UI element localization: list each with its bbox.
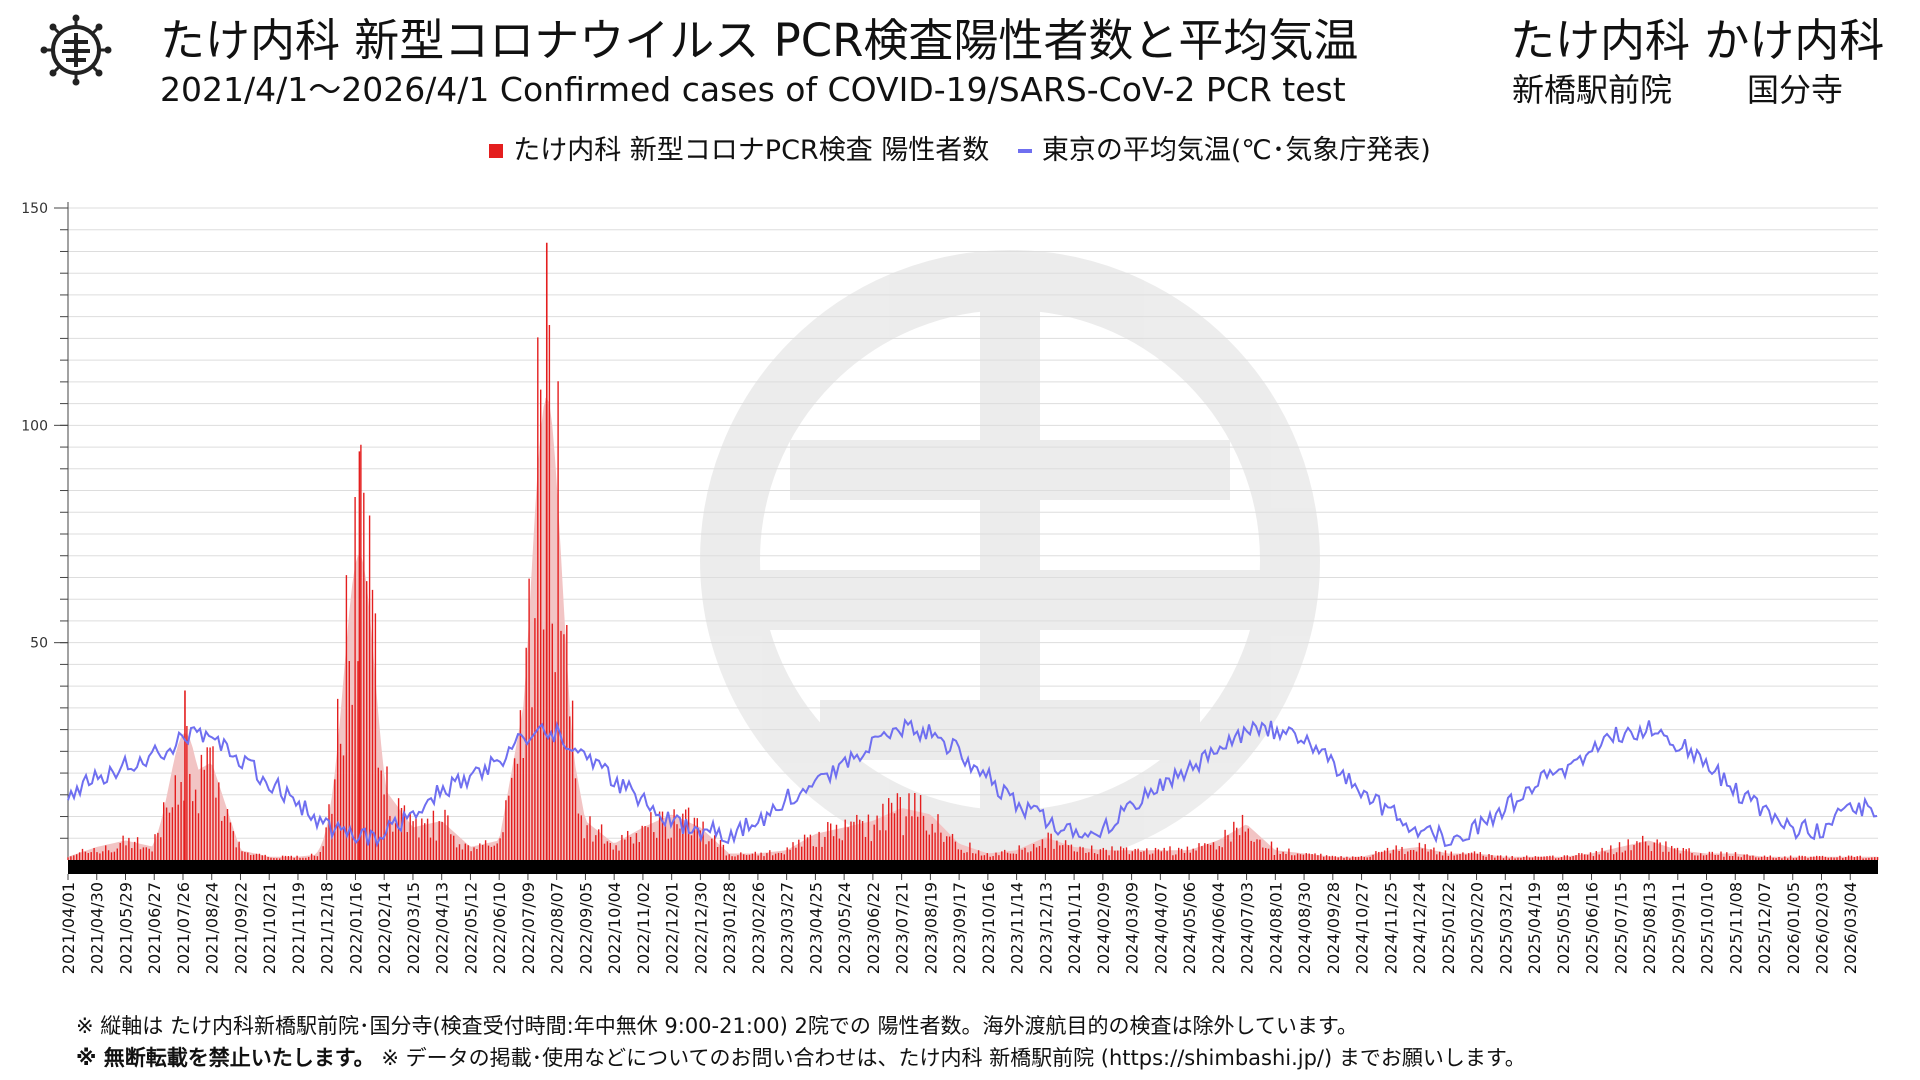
x-tick-label: 2021/06/27: [145, 882, 164, 974]
x-tick-label: 2021/11/19: [289, 882, 308, 974]
chart-title: たけ内科 新型コロナウイルス PCR検査陽性者数と平均気温: [160, 14, 1359, 67]
x-tick-label: 2023/10/16: [979, 882, 998, 974]
x-tick-label: 2025/11/08: [1726, 882, 1745, 974]
x-tick-label: 2024/03/09: [1123, 882, 1142, 974]
x-tick-label: 2025/09/11: [1669, 882, 1688, 974]
x-tick-label: 2024/04/07: [1151, 882, 1170, 974]
branch-shimbashi: 新橋駅前院: [1512, 71, 1673, 109]
x-tick-label: 2024/08/30: [1295, 882, 1314, 974]
footer-notes: ※ 縦軸は たけ内科新橋駅前院･国分寺(検査受付時間:年中無休 9:00-21:…: [76, 1010, 1526, 1074]
y-tick-label: 100: [21, 418, 48, 434]
x-tick-label: 2024/10/27: [1353, 882, 1372, 974]
x-tick-label: 2026/02/03: [1812, 882, 1831, 974]
x-tick-label: 2025/08/13: [1640, 882, 1659, 974]
x-tick-label: 2025/12/07: [1755, 882, 1774, 974]
x-tick-label: 2025/05/18: [1554, 882, 1573, 974]
clinic-name: たけ内科 かけ内科: [1510, 14, 1885, 67]
x-tick-label: 2023/12/13: [1036, 882, 1055, 974]
x-tick-label: 2024/08/01: [1266, 882, 1285, 974]
x-tick-label: 2022/04/13: [433, 882, 452, 974]
x-tick-label: 2023/08/19: [921, 882, 940, 974]
legend-label-temperature: 東京の平均気温(℃･気象庁発表): [1041, 134, 1431, 166]
x-tick-label: 2021/05/29: [116, 882, 135, 974]
x-tick-label: 2021/04/30: [88, 882, 107, 974]
x-tick-label: 2025/04/19: [1525, 882, 1544, 974]
x-tick-label: 2021/04/01: [59, 882, 78, 974]
x-tick-label: 2021/09/22: [231, 882, 250, 974]
branch-kokubunji: 国分寺: [1747, 71, 1844, 109]
x-axis: 2021/04/01 2021/04/30 2021/05/29 2021/06/27…: [59, 874, 1860, 974]
footer-line-2: ※ 無断転載を禁止いたします。 ※ データの掲載･使用などについてのお問い合わせ…: [76, 1042, 1526, 1074]
x-tick-label: 2022/06/10: [490, 882, 509, 974]
x-tick-label: 2023/09/17: [950, 882, 969, 974]
chart-legend: たけ内科 新型コロナPCR検査 陽性者数 東京の平均気温(℃･気象庁発表): [0, 130, 1920, 170]
virus-logo-icon: [40, 14, 112, 86]
x-tick-label: 2021/08/24: [203, 882, 222, 974]
x-tick-label: 2024/11/25: [1381, 882, 1400, 974]
y-axis: 50 100 150: [21, 201, 69, 860]
x-tick-label: 2023/04/25: [806, 882, 825, 974]
x-tick-label: 2023/01/28: [720, 882, 739, 974]
x-tick-label: 2022/12/01: [663, 882, 682, 974]
footer-contact: ※ データの掲載･使用などについてのお問い合わせは、たけ内科 新橋駅前院 (ht…: [374, 1046, 1526, 1070]
x-tick-label: 2021/07/26: [174, 882, 193, 974]
x-tick-label: 2024/02/09: [1094, 882, 1113, 974]
x-tick-label: 2026/03/04: [1841, 882, 1860, 974]
y-tick-label: 150: [21, 201, 48, 217]
positives-bars: [67, 242, 1879, 860]
x-tick-label: 2024/09/28: [1324, 882, 1343, 974]
x-tick-label: 2022/11/02: [634, 882, 653, 974]
chart-subtitle: 2021/4/1〜2026/4/1 Confirmed cases of COV…: [160, 70, 1346, 109]
x-tick-label: 2025/06/16: [1583, 882, 1602, 974]
x-tick-label: 2023/05/24: [835, 882, 854, 974]
legend-swatch-bar: [489, 144, 504, 158]
x-tick-label: 2025/01/22: [1439, 882, 1458, 974]
x-tick-label: 2022/01/16: [346, 882, 365, 974]
footer-warning: ※ 無断転載を禁止いたします。: [76, 1046, 375, 1070]
x-tick-label: 2021/10/21: [260, 882, 279, 974]
x-tick-label: 2023/11/14: [1008, 882, 1027, 974]
x-tick-label: 2023/03/27: [778, 882, 797, 974]
x-tick-label: 2022/10/04: [605, 882, 624, 974]
legend-swatch-line: [1017, 149, 1032, 153]
x-tick-label: 2022/05/12: [461, 882, 480, 974]
x-tick-label: 2025/03/21: [1496, 882, 1515, 974]
footer-line-1: ※ 縦軸は たけ内科新橋駅前院･国分寺(検査受付時間:年中無休 9:00-21:…: [76, 1014, 1358, 1038]
x-tick-label: 2023/07/21: [893, 882, 912, 974]
x-tick-label: 2026/01/05: [1784, 882, 1803, 974]
y-tick-label: 50: [30, 636, 48, 652]
temperature-series-line: [67, 717, 1878, 848]
x-tick-label: 2025/10/10: [1698, 882, 1717, 974]
x-tick-label: 2024/07/03: [1238, 882, 1257, 974]
x-tick-label: 2022/02/14: [375, 882, 394, 974]
x-tick-label: 2025/07/15: [1611, 882, 1630, 974]
x-tick-label: 2021/12/18: [318, 882, 337, 974]
x-tick-label: 2022/03/15: [404, 882, 423, 974]
legend-item-positives: たけ内科 新型コロナPCR検査 陽性者数: [489, 131, 989, 171]
x-axis-baseline: [68, 860, 1878, 874]
legend-label-positives: たけ内科 新型コロナPCR検査 陽性者数: [513, 134, 990, 166]
x-tick-label: 2024/06/04: [1209, 882, 1228, 974]
x-tick-label: 2022/07/09: [519, 882, 538, 974]
legend-item-temperature: 東京の平均気温(℃･気象庁発表): [1017, 131, 1431, 171]
x-tick-label: 2022/08/07: [548, 882, 567, 974]
x-tick-label: 2024/05/06: [1180, 882, 1199, 974]
x-tick-label: 2022/12/30: [691, 882, 710, 974]
x-tick-label: 2025/02/20: [1468, 882, 1487, 974]
x-tick-label: 2022/09/05: [576, 882, 595, 974]
x-tick-label: 2024/01/11: [1065, 882, 1084, 974]
x-tick-label: 2023/06/22: [864, 882, 883, 974]
x-tick-label: 2024/12/24: [1410, 882, 1429, 974]
x-tick-label: 2023/02/26: [749, 882, 768, 974]
header: たけ内科 新型コロナウイルス PCR検査陽性者数と平均気温 2021/4/1〜2…: [0, 0, 1920, 135]
temperature-line: [67, 717, 1878, 848]
